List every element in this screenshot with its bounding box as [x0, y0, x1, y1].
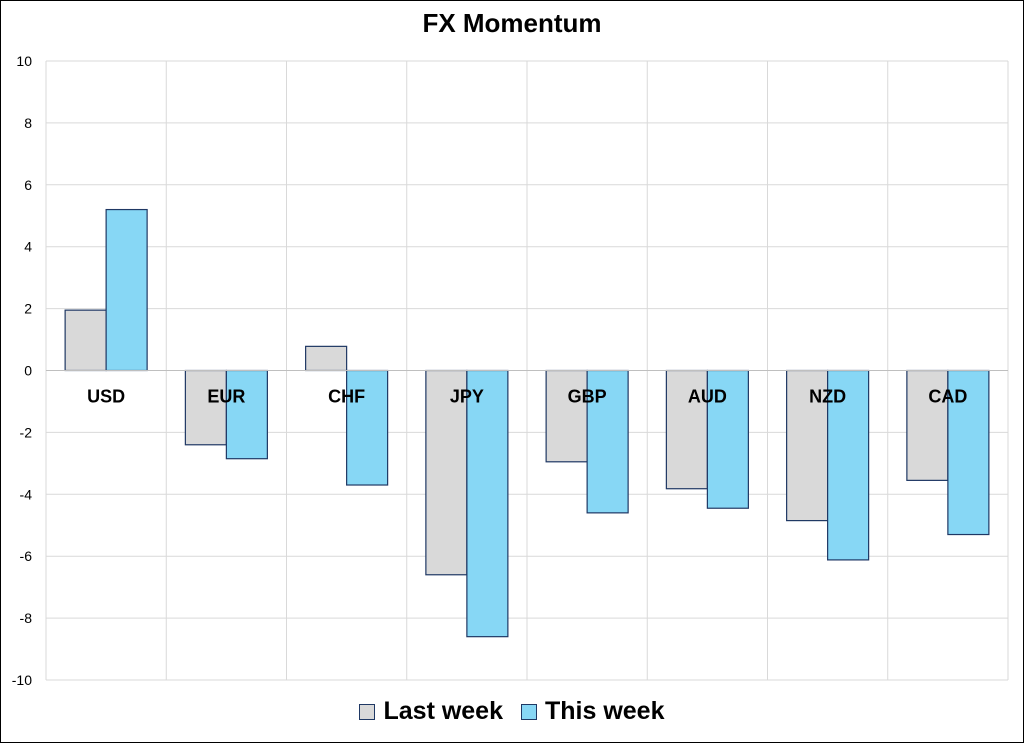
bars [46, 208, 1008, 638]
legend-swatch-last-week [359, 703, 376, 720]
legend: Last week This week [0, 697, 1024, 726]
y-tick-label: -6 [20, 548, 33, 564]
category-label-aud: AUD [688, 387, 727, 407]
category-label-nzd: NZD [809, 387, 846, 407]
bar-this-week-jpy [466, 369, 509, 638]
category-label-chf: CHF [328, 387, 365, 407]
bar-last-week-cad [906, 369, 949, 481]
bar-last-week-eur [184, 369, 227, 446]
y-tick-label: -4 [20, 486, 33, 502]
y-tick-label: 6 [24, 177, 32, 193]
bar-this-week-gbp [586, 369, 629, 514]
category-label-jpy: JPY [450, 387, 484, 407]
legend-item-this-week: This week [521, 697, 665, 726]
bar-last-week-aud [665, 369, 708, 490]
bar-this-week-cad [947, 369, 990, 536]
legend-label-last-week: Last week [383, 697, 503, 725]
y-tick-label: -8 [20, 610, 33, 626]
bar-this-week-usd [105, 208, 148, 372]
bar-last-week-jpy [425, 369, 468, 576]
y-tick-label: 4 [24, 239, 32, 255]
y-tick-label: -10 [12, 672, 32, 688]
y-axis-ticks: 10 8 6 4 2 0 -2 -4 -6 -8 -10 [12, 53, 32, 688]
category-label-gbp: GBP [568, 387, 607, 407]
y-tick-label: -2 [20, 424, 33, 440]
bar-last-week-gbp [545, 369, 588, 463]
bar-last-week-usd [64, 309, 107, 372]
y-tick-label: 8 [24, 115, 32, 131]
legend-swatch-this-week [521, 703, 537, 720]
bar-this-week-eur [225, 369, 268, 460]
bar-last-week-chf [305, 345, 348, 372]
legend-item-last-week: Last week [359, 697, 503, 726]
category-labels: USD EUR CHF JPY GBP AUD NZD CAD [87, 387, 967, 407]
chart-title: FX Momentum [422, 8, 602, 38]
legend-label-this-week: This week [545, 697, 665, 725]
y-tick-label: 10 [16, 53, 32, 69]
y-tick-label: 0 [24, 363, 32, 379]
y-tick-label: 2 [24, 301, 32, 317]
bar-last-week-nzd [786, 369, 829, 522]
category-label-cad: CAD [928, 387, 967, 407]
category-label-usd: USD [87, 387, 125, 407]
category-label-eur: EUR [207, 387, 245, 407]
